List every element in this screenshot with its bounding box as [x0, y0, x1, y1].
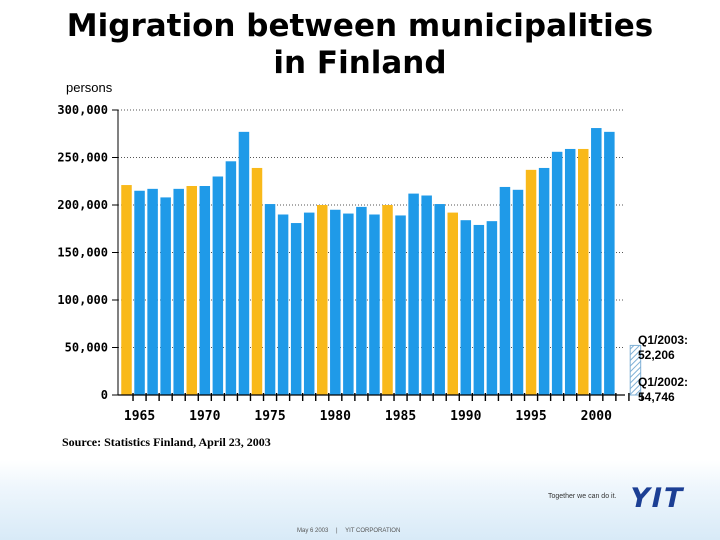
footer-separator: |: [336, 528, 338, 534]
footer-band: [0, 460, 720, 540]
q1-2002-label: Q1/2002:: [638, 375, 689, 389]
bar-1965: [134, 190, 145, 395]
bar-1982: [356, 206, 367, 395]
bar-1994: [512, 189, 524, 395]
chart-title: Migration between municipalities in Finl…: [0, 8, 720, 82]
bar-1971: [212, 176, 224, 395]
q1-2003-value: 52,206: [638, 348, 675, 362]
x-tick-label-1965: 1965: [124, 409, 155, 424]
y-tick-label: 150,000: [57, 246, 108, 260]
y-tick-label: 50,000: [65, 341, 108, 355]
footer-date: May 6 2003: [297, 528, 329, 534]
bar-2001: [604, 131, 615, 395]
x-tick-label-1975: 1975: [254, 409, 285, 424]
bar-1985: [395, 215, 406, 395]
bar-1989: [447, 212, 458, 395]
x-tick-label-1980: 1980: [320, 409, 351, 424]
footer-company: YIT CORPORATION: [345, 528, 401, 534]
chart-title-line1: Migration between municipalities: [66, 8, 654, 44]
x-tick-label-2000: 2000: [581, 409, 612, 424]
bar-1988: [434, 204, 445, 395]
q1-2003-label: Q1/2003:: [638, 333, 689, 347]
bar-1990: [460, 220, 472, 395]
bar-1979: [317, 205, 328, 395]
bar-1966: [147, 188, 158, 395]
bar-1976: [277, 214, 289, 395]
y-tick-label: 0: [101, 388, 108, 402]
bar-1992: [486, 221, 498, 395]
bar-1984: [382, 205, 393, 395]
bars: [121, 128, 642, 396]
footer-info: May 6 2003 | YIT CORPORATION: [297, 528, 400, 534]
q1-2002-annotation: Q1/2002: 54,746: [638, 375, 688, 405]
q1-2002-value: 54,746: [638, 390, 675, 404]
bar-1974: [251, 167, 263, 395]
bar-1996: [538, 167, 550, 395]
source-note: Source: Statistics Finland, April 23, 20…: [62, 435, 271, 449]
yit-logo: YIT: [626, 483, 688, 514]
bar-1983: [369, 214, 380, 395]
bar-1991: [473, 224, 485, 395]
bar-1969: [186, 186, 197, 395]
bar-1964: [121, 185, 132, 395]
y-tick-label: 250,000: [57, 151, 108, 165]
bar-1970: [199, 186, 211, 395]
bar-2000: [591, 128, 602, 396]
x-tick-label-1985: 1985: [385, 409, 416, 424]
bar-1997: [551, 151, 563, 395]
bar-1995: [525, 169, 537, 395]
bar-2003: [629, 344, 642, 396]
chart-title-line2: in Finland: [273, 45, 447, 81]
bar-1973: [238, 131, 250, 395]
bar-1980: [330, 209, 341, 395]
bar-1987: [421, 195, 432, 395]
bar-chart: 0 50,000 100,000 150,000 200,000 250,000 300,0…: [57, 103, 643, 424]
bar-1986: [408, 193, 419, 395]
bar-1998: [564, 148, 576, 395]
y-tick-label: 300,000: [57, 103, 108, 117]
y-tick-label: 100,000: [57, 293, 108, 307]
x-tick-label-1970: 1970: [189, 409, 220, 424]
bar-1981: [343, 213, 354, 395]
bar-1993: [499, 186, 511, 395]
bar-1999: [578, 148, 589, 395]
q1-2003-annotation: Q1/2003: 52,206: [638, 333, 688, 363]
y-tick-label: 200,000: [57, 198, 108, 212]
axes: 0 50,000 100,000 150,000 200,000 250,000 300,0…: [57, 103, 643, 424]
y-axis-units-label: persons: [66, 80, 113, 95]
bar-1972: [225, 161, 237, 395]
x-tick-label-1995: 1995: [515, 409, 546, 424]
footer-slogan: Together we can do it.: [548, 493, 617, 500]
bar-1975: [264, 204, 276, 395]
bar-1977: [290, 223, 302, 395]
bar-1978: [303, 212, 315, 395]
x-tick-label-1990: 1990: [450, 409, 481, 424]
bar-1967: [160, 197, 171, 395]
bar-1968: [173, 188, 184, 395]
